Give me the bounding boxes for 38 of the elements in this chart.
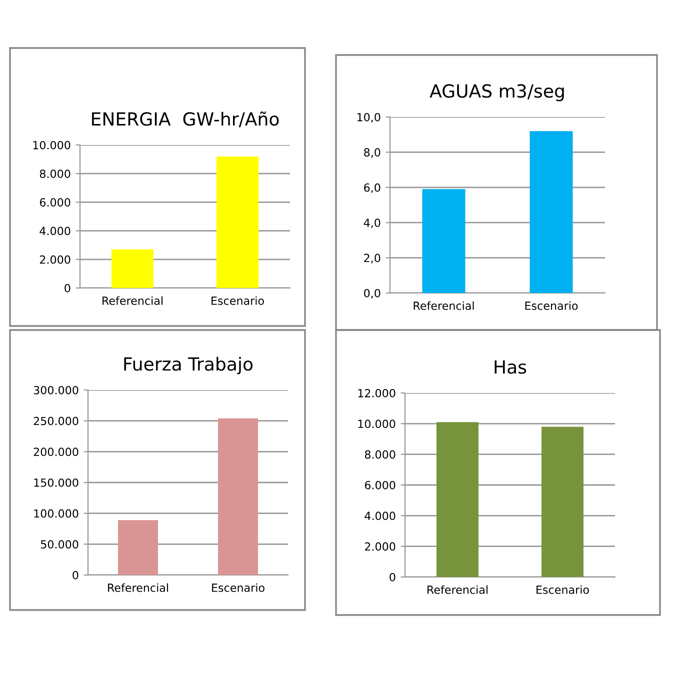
y-tick-label: 4.000 (364, 512, 396, 520)
y-tick-label: 8,0 (364, 148, 380, 158)
x-tick-label: Referencial (414, 301, 474, 310)
y-tick-label: 4.000 (40, 226, 70, 236)
y-tick-label: 50.000 (40, 540, 78, 549)
x-tick-label: Escenario (212, 583, 264, 592)
y-tick-label: 0,0 (364, 288, 380, 299)
y-tick-label: 6.000 (364, 480, 396, 490)
y-tick-label: 6.000 (40, 198, 70, 207)
y-tick-label: 0 (72, 570, 78, 580)
chart-title: AGUAS m3/seg (430, 84, 564, 102)
y-tick-label: 0 (390, 572, 396, 582)
y-tick-label: 6,0 (364, 183, 380, 193)
y-tick-label: 4,0 (364, 218, 380, 228)
y-tick-label: 150.000 (34, 478, 78, 487)
x-tick-label: Referencial (102, 296, 163, 305)
y-tick-label: 2.000 (364, 542, 396, 551)
chart-title: ENERGIA GW-hr/Año (92, 112, 279, 128)
y-tick-label: 2,0 (364, 254, 380, 264)
x-tick-label: Referencial (428, 585, 488, 594)
y-tick-label: 10.000 (358, 420, 396, 428)
y-tick-label: 10,0 (357, 112, 380, 123)
chart-title: Fuerza Trabajo (124, 356, 253, 374)
y-tick-label: 2.000 (40, 255, 70, 264)
y-tick-label: 0 (64, 284, 70, 292)
y-tick-label: 100.000 (34, 509, 78, 518)
y-tick-label: 250.000 (34, 416, 78, 426)
x-tick-label: Escenario (536, 585, 589, 594)
y-tick-label: 300.000 (34, 386, 78, 394)
y-tick-label: 8.000 (364, 450, 396, 459)
x-tick-label: Escenario (212, 296, 264, 305)
x-tick-label: Referencial (108, 583, 168, 592)
y-tick-label: 200.000 (34, 448, 78, 456)
x-tick-label: Escenario (525, 301, 578, 310)
y-tick-label: 8.000 (40, 170, 70, 178)
chart-title: Has (494, 360, 526, 374)
y-tick-label: 10.000 (33, 140, 70, 150)
y-tick-label: 12.000 (358, 388, 396, 398)
